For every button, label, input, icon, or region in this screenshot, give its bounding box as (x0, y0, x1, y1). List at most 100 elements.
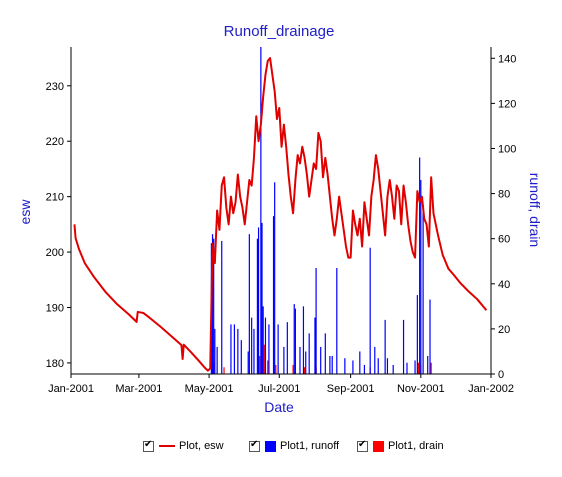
chart-title: Runoff_drainage (224, 23, 335, 40)
right-y-tick-label: 40 (498, 279, 510, 291)
runoff-bar (264, 317, 267, 374)
runoff-bar (216, 346, 218, 374)
runoff-bar (402, 319, 405, 374)
runoff-bar (237, 328, 239, 374)
runoff-bar (429, 299, 431, 374)
runoff-bar (392, 364, 394, 374)
runoff-bar (352, 360, 354, 374)
left-y-axis: 180 190 200 210 220 230 (46, 81, 71, 370)
x-axis: Jan-2001 Mar-2001 May-2001 Jul-2001 Sep-2001… (48, 374, 514, 395)
x-tick-label: Nov-2001 (397, 383, 445, 395)
legend: Plot, esw Plot1, runoff Plot1, drain (0, 436, 562, 458)
runoff-bar (233, 324, 235, 374)
right-y-tick-label: 80 (498, 189, 510, 201)
runoff-bar (336, 268, 338, 374)
legend-label-runoff: Plot1, runoff (280, 440, 340, 452)
runoff-bar (261, 222, 263, 374)
drain-bar (259, 355, 261, 374)
legend-item-drain[interactable]: Plot1, drain (357, 436, 444, 456)
runoff-bar (272, 216, 275, 374)
drain-bar (263, 344, 265, 374)
runoff-bar (211, 234, 214, 374)
runoff-bar (247, 351, 249, 374)
drain-bar (292, 364, 294, 374)
right-y-tick-label: 120 (498, 98, 516, 110)
runoff-bar (363, 364, 366, 374)
legend-item-runoff[interactable]: Plot1, runoff (249, 436, 339, 456)
runoff-bar (277, 324, 279, 374)
legend-checkbox-drain[interactable] (357, 439, 368, 452)
legend-swatch-esw (159, 445, 175, 447)
drain-bar (430, 362, 432, 374)
runoff-bar (386, 358, 389, 374)
runoff-bar (248, 234, 250, 374)
runoff-bar (260, 47, 262, 374)
plot-area (71, 47, 491, 374)
legend-label-esw: Plot, esw (179, 440, 224, 452)
runoff-bar (377, 358, 379, 374)
legend-item-esw[interactable]: Plot, esw (143, 436, 224, 456)
runoff-bar (406, 362, 408, 374)
runoff-bar (257, 227, 260, 374)
runoff-bar (283, 346, 285, 374)
runoff-bar (302, 306, 305, 374)
runoff-bar (214, 328, 216, 374)
legend-label-drain: Plot1, drain (388, 440, 444, 452)
runoff-bar (427, 355, 429, 374)
runoff-bar (331, 355, 333, 374)
right-y-tick-label: 60 (498, 234, 510, 246)
runoff-bar (268, 324, 270, 374)
drain-bar (303, 367, 306, 374)
right-y-tick-label: 20 (498, 324, 510, 336)
left-y-tick-label: 210 (46, 192, 64, 204)
x-tick-label: Jan-2002 (468, 383, 514, 395)
runoff-bar (314, 317, 316, 374)
runoff-bar (359, 351, 361, 374)
runoff-bar (308, 333, 310, 374)
runoff-bar (384, 319, 386, 374)
legend-swatch-runoff (265, 440, 276, 452)
runoff-bar (213, 238, 215, 374)
legend-checkbox-esw[interactable] (143, 439, 154, 452)
left-y-tick-label: 200 (46, 247, 64, 259)
x-tick-label: May-2001 (185, 383, 234, 395)
esw-series-line (73, 57, 488, 372)
drain-bar (275, 364, 277, 374)
x-tick-label: Jan-2001 (48, 383, 94, 395)
right-y-tick-label: 100 (498, 143, 516, 155)
right-y-tick-label: 0 (498, 369, 504, 381)
drain-bar (267, 360, 269, 374)
runoff-bar (230, 324, 232, 374)
runoff-bar (329, 355, 331, 374)
x-tick-label: Sep-2001 (327, 383, 375, 395)
runoff-bar (221, 240, 223, 374)
runoff-bar (251, 317, 253, 374)
runoff-bar (262, 306, 264, 374)
runoff-bar (422, 204, 424, 374)
legend-checkbox-runoff[interactable] (249, 439, 260, 452)
runoff-bar (315, 268, 317, 374)
legend-swatch-drain (373, 440, 384, 452)
x-tick-label: Mar-2001 (115, 383, 162, 395)
x-tick-label: Jul-2001 (258, 383, 300, 395)
runoff-bar (256, 238, 259, 374)
runoff-bar (420, 180, 422, 374)
left-y-tick-label: 230 (46, 81, 64, 93)
runoff-bar (419, 157, 421, 374)
runoff-series (210, 47, 431, 374)
runoff-bar (324, 333, 326, 374)
runoff-bar (344, 358, 346, 374)
runoff-bar (416, 295, 418, 374)
runoff-bar (253, 328, 255, 374)
runoff-bar (374, 346, 376, 374)
plot-frame (71, 47, 491, 374)
drain-bar (223, 367, 225, 374)
right-y-tick-label: 140 (498, 53, 516, 65)
runoff-bar (294, 308, 296, 374)
runoff-bar (286, 322, 288, 374)
runoff-bar (305, 351, 307, 374)
runoff-bar (320, 346, 322, 374)
right-y-axis: 0 20 40 60 80 100 120 140 (491, 53, 516, 381)
left-y-tick-label: 180 (46, 358, 64, 370)
runoff-bar (274, 182, 276, 374)
